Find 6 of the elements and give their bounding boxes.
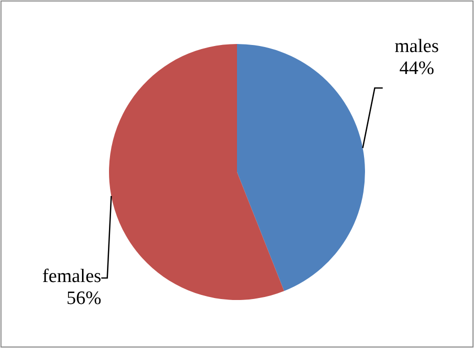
data-label: 56% (66, 288, 102, 309)
slice-label: females (42, 266, 102, 287)
slice-label: males (394, 36, 439, 57)
pie-slice (237, 44, 365, 292)
data-label: 44% (399, 58, 434, 79)
pie-slice (109, 44, 284, 300)
